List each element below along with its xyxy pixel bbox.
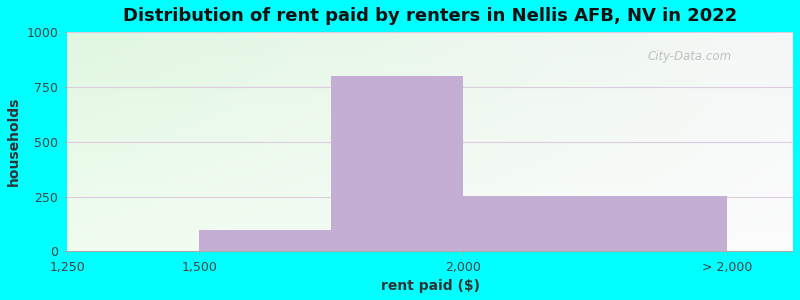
Bar — [463, 196, 727, 251]
Bar — [199, 230, 331, 251]
Text: City-Data.com: City-Data.com — [648, 50, 732, 63]
Y-axis label: households: households — [7, 97, 21, 187]
X-axis label: rent paid ($): rent paid ($) — [381, 279, 480, 293]
Bar — [331, 76, 463, 251]
Title: Distribution of rent paid by renters in Nellis AFB, NV in 2022: Distribution of rent paid by renters in … — [123, 7, 738, 25]
